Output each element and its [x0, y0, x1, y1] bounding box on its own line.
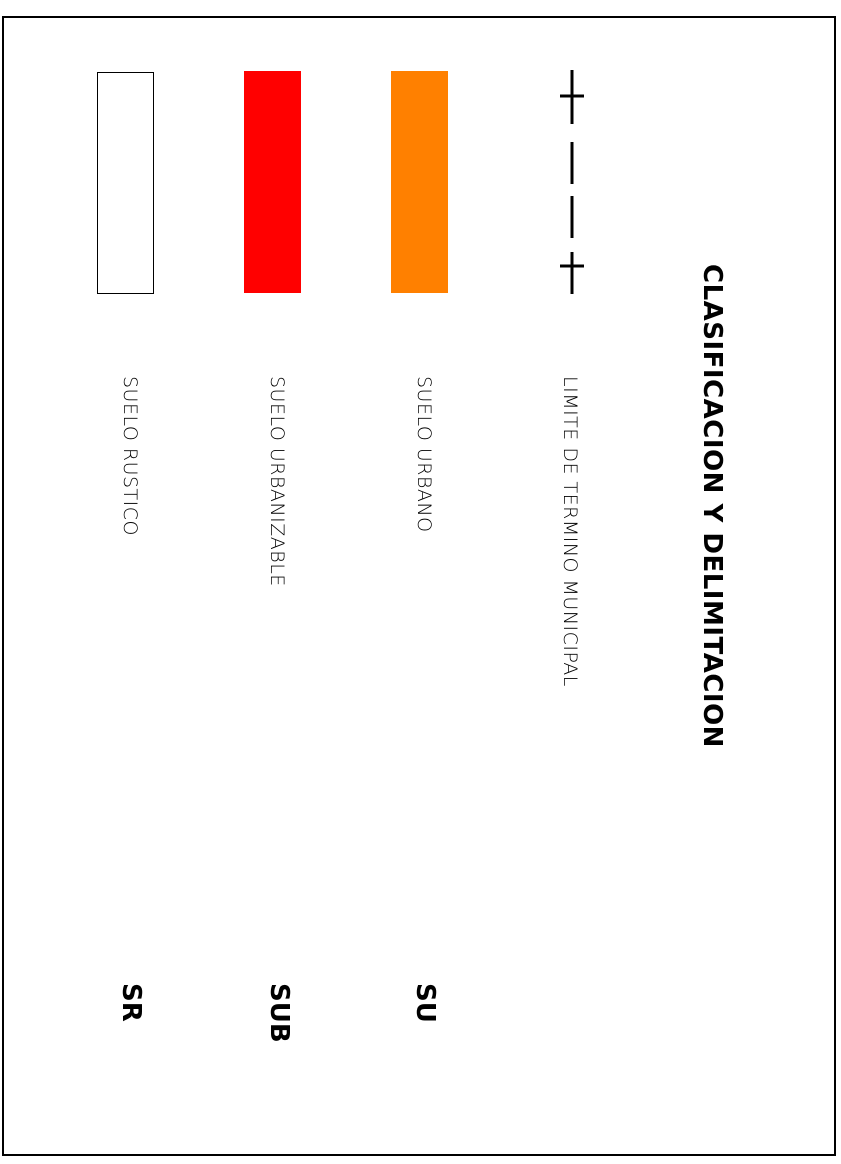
legend-label-urbano: SUELO URBANO: [413, 376, 435, 533]
legend-code-rustico: SR: [116, 983, 146, 1022]
legend-label-limite: LIMITE DE TERMINO MUNICIPAL: [559, 376, 581, 687]
legend-label-urbanizable: SUELO URBANIZABLE: [266, 376, 288, 587]
legend-label-rustico: SUELO RUSTICO: [119, 376, 141, 536]
legend-title: CLASIFICACION Y DELIMITACION: [697, 264, 727, 748]
suelo-urbano-swatch: [391, 71, 448, 293]
legend-code-urbano: SU: [410, 983, 440, 1023]
legend-frame: [2, 16, 836, 1156]
suelo-rustico-swatch: [97, 72, 154, 294]
suelo-urbanizable-swatch: [244, 71, 301, 293]
boundary-line-icon: [560, 70, 584, 294]
legend-code-urbanizable: SUB: [264, 983, 294, 1043]
